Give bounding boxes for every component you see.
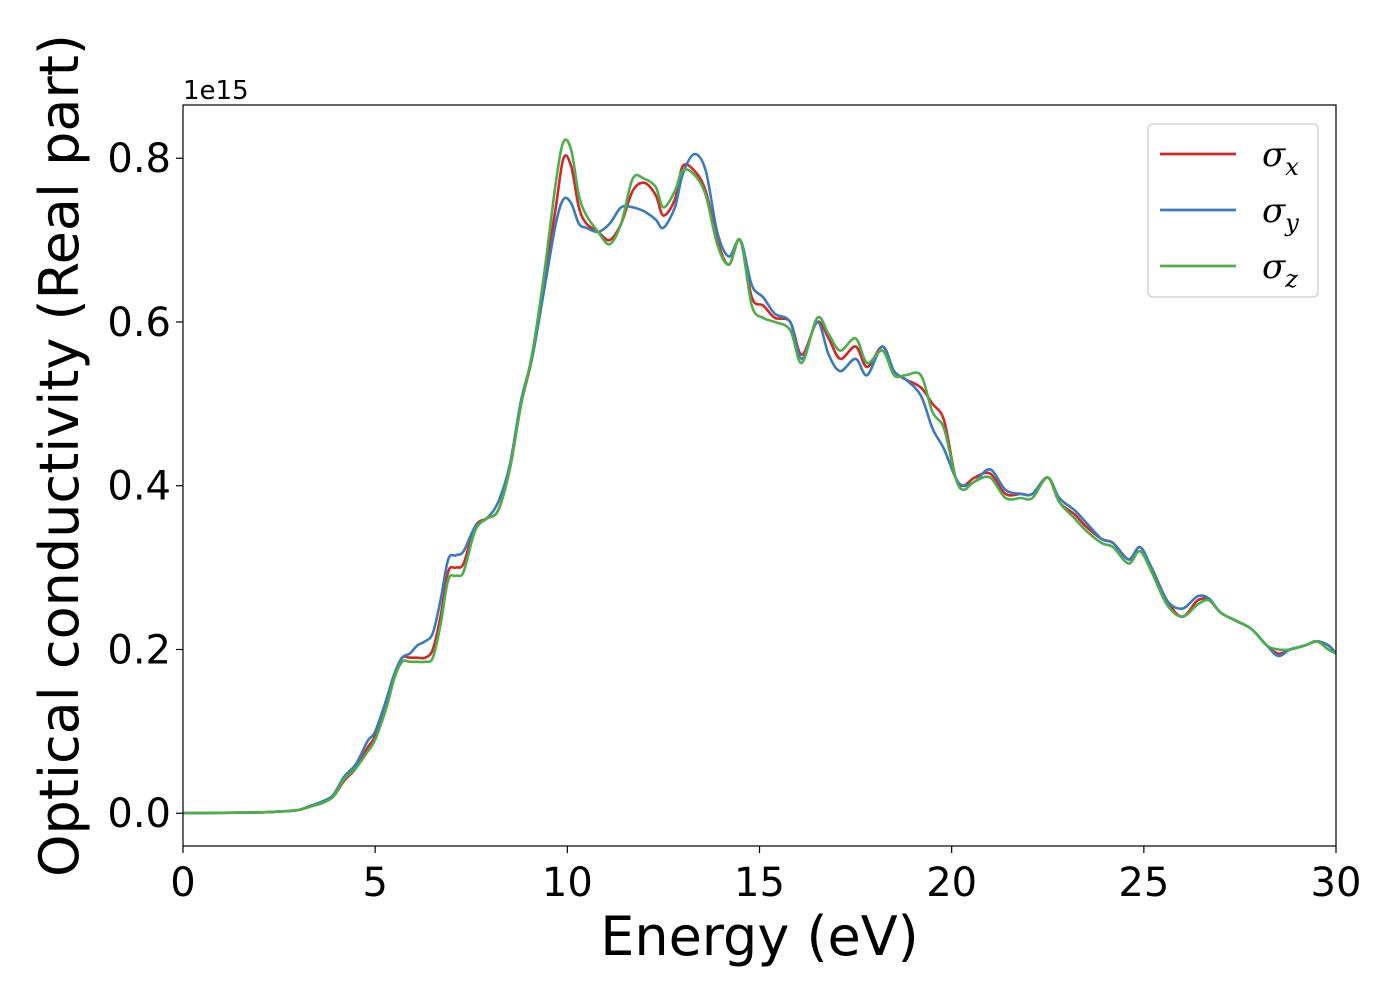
legend-label: σz	[1262, 247, 1298, 293]
y-offset-label: 1e15	[183, 76, 249, 106]
legend-symbol: σ	[1262, 191, 1286, 231]
y-axis-ticks: 0.0 0.2 0.4 0.6 0.8	[107, 136, 183, 837]
x-tick-label: 0	[170, 860, 195, 906]
legend-symbol: σ	[1262, 135, 1286, 175]
legend-subscript: z	[1284, 265, 1298, 293]
y-tick-label: 0.8	[107, 136, 171, 182]
x-tick-label: 10	[542, 860, 593, 906]
x-tick-label: 30	[1311, 860, 1362, 906]
y-axis-label: Optical conductivity (Real part)	[28, 34, 91, 877]
legend-subscript: y	[1284, 209, 1299, 237]
x-axis-label: Energy (eV)	[600, 905, 919, 968]
x-tick-label: 5	[362, 860, 387, 906]
y-tick-label: 0.4	[107, 464, 171, 510]
x-tick-label: 25	[1118, 860, 1169, 906]
legend-subscript: x	[1285, 153, 1299, 181]
x-tick-label: 15	[734, 860, 785, 906]
series-line-y	[183, 152, 1336, 815]
series-line-z	[183, 138, 1336, 815]
x-tick-label: 20	[926, 860, 977, 906]
x-axis-ticks: 0 5 10 15 20 25 30	[170, 846, 1361, 906]
legend-label: σx	[1262, 135, 1299, 181]
legend-label: σy	[1262, 191, 1299, 237]
legend-symbol: σ	[1262, 247, 1286, 287]
y-tick-label: 0.0	[107, 791, 171, 837]
y-tick-label: 0.2	[107, 627, 171, 673]
series-layer	[183, 138, 1336, 815]
y-tick-label: 0.6	[107, 300, 171, 346]
